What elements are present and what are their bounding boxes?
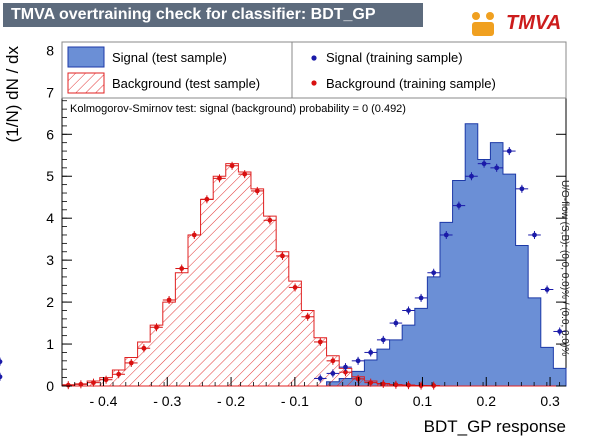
signal-train-point	[368, 350, 374, 355]
legend-label-sig_train: Signal (training sample)	[326, 50, 463, 65]
y-tick-label: 0	[46, 378, 54, 394]
background-train-point	[355, 376, 361, 382]
y-tick-label: 8	[46, 42, 54, 58]
background-train-point	[217, 175, 222, 181]
signal-train-point	[506, 148, 512, 154]
background-train-point	[406, 382, 411, 388]
legend-signal-train-marker	[311, 55, 317, 61]
signal-train-point	[532, 232, 537, 238]
y-axis-label: (1/N) dN / dx	[3, 46, 22, 143]
signal-train-point	[494, 165, 500, 171]
background-train-point	[330, 358, 336, 364]
x-tick-label: - 0.1	[281, 393, 309, 409]
signal-train-point	[431, 270, 437, 276]
background-train-point	[305, 314, 311, 320]
background-train-point	[343, 369, 348, 375]
chart-title: TMVA overtraining check for classifier: …	[3, 3, 423, 27]
x-tick-label: 0.3	[540, 393, 560, 409]
x-tick-label: - 0.2	[217, 393, 245, 409]
overflow-note: U/O-flow (S,B): (0.0, 0.0)% / (0.0, 0.0)…	[559, 180, 570, 357]
x-tick-label: 0	[355, 393, 363, 409]
legend-background-test-swatch	[67, 72, 105, 94]
y-tick-label: 3	[46, 252, 54, 268]
background-train-point	[229, 163, 235, 169]
signal-train-point	[317, 376, 323, 381]
background-train-point	[128, 360, 134, 366]
background-train-point	[380, 381, 386, 387]
y-tick-label: 2	[46, 294, 54, 310]
signal-train-point	[443, 232, 449, 238]
background-train-point	[292, 285, 298, 290]
y-tick-label: 4	[46, 210, 54, 226]
signal-train-point	[0, 359, 3, 365]
legend-background-train-marker	[311, 80, 317, 86]
background-train-point	[141, 345, 147, 351]
tmva-logo-icon	[472, 12, 494, 36]
x-tick-label: 0.1	[413, 393, 433, 409]
y-tick-label: 7	[46, 84, 54, 100]
background-train-point	[116, 371, 122, 377]
background-train-point	[280, 253, 285, 259]
signal-train-point	[557, 329, 563, 334]
signal-train-point	[343, 364, 348, 370]
y-tick-label: 6	[46, 126, 54, 142]
x-tick-label: 0.2	[477, 393, 497, 409]
background-train-point	[393, 382, 399, 388]
legend-label-bkg_test: Background (test sample)	[112, 76, 260, 91]
background-train-point	[242, 171, 248, 177]
signal-train-point	[456, 203, 462, 209]
background-train-point	[179, 266, 185, 271]
signal-train-point	[481, 161, 487, 167]
background-train-point	[431, 383, 437, 388]
background-train-point	[317, 339, 323, 345]
y-tick-label: 5	[46, 168, 54, 184]
legend-label-sig_test: Signal (test sample)	[112, 50, 227, 65]
signal-train-point	[355, 358, 361, 364]
legend-signal-test-swatch	[67, 46, 105, 68]
ks-test-text: Kolmogorov-Smirnov test: signal (backgro…	[70, 103, 406, 115]
background-train-point	[78, 381, 84, 387]
legend-box-right	[291, 41, 567, 99]
x-tick-label: - 0.4	[89, 393, 117, 409]
signal-train-point	[330, 371, 336, 376]
x-axis-label: BDT_GP response	[424, 417, 566, 436]
logo-text: TMVA	[506, 12, 562, 34]
background-train-point	[103, 377, 109, 383]
background-train-point	[267, 217, 273, 223]
signal-train-point	[519, 186, 525, 192]
signal-train-point	[544, 287, 550, 292]
signal-train-point	[380, 337, 386, 343]
background-train-point	[91, 380, 96, 386]
background-train-point	[254, 188, 260, 194]
y-tick-label: 1	[46, 336, 54, 352]
signal-train-point	[393, 320, 399, 326]
background-train-point	[191, 232, 197, 238]
background-train-point	[204, 196, 210, 202]
background-train-point	[368, 380, 374, 386]
background-train-point	[154, 324, 159, 330]
x-tick-label: - 0.3	[153, 393, 181, 409]
background-train-point	[65, 382, 71, 388]
signal-train-point	[469, 173, 474, 179]
signal-train-point	[406, 308, 411, 313]
signal-train-point	[0, 374, 3, 380]
legend-label-bkg_train: Background (training sample)	[326, 76, 496, 91]
background-train-point	[166, 297, 172, 303]
signal-train-point	[418, 295, 424, 301]
